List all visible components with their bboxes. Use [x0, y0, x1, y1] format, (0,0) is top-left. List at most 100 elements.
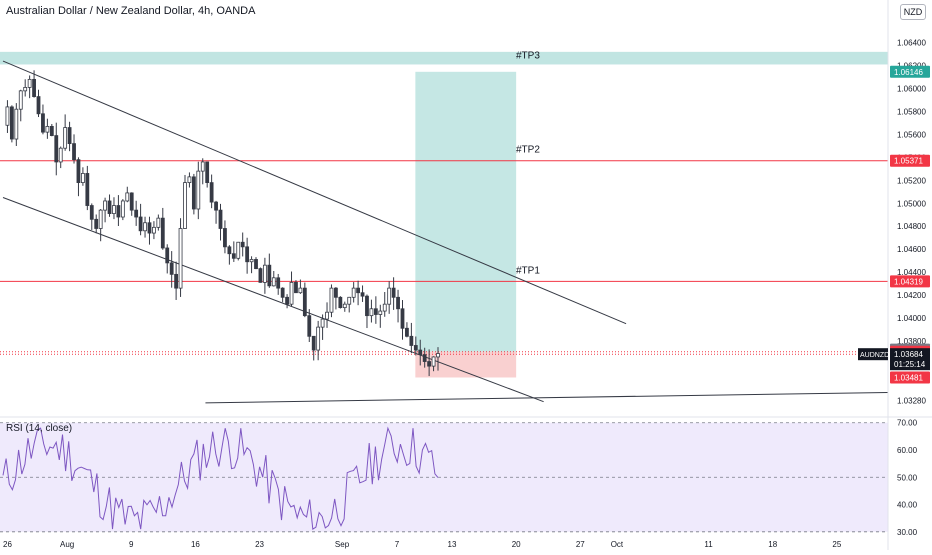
candle-body: [125, 192, 130, 202]
candle-body: [223, 228, 227, 248]
rsi-pane: [0, 416, 932, 533]
candle-body: [196, 170, 201, 210]
candle-body: [134, 209, 139, 218]
symbol-title: Australian Dollar / New Zealand Dollar, …: [6, 5, 256, 17]
candle-body: [334, 287, 338, 298]
candle-body: [405, 327, 409, 337]
candle-body: [382, 303, 387, 312]
time-tick-label: Oct: [611, 540, 624, 549]
candle-body: [267, 264, 272, 287]
candle-body: [431, 356, 436, 367]
time-tick-label: 20: [512, 540, 521, 549]
candle-body: [103, 200, 107, 211]
price-tick-label: 1.05200: [897, 176, 926, 185]
candle-body: [298, 287, 303, 294]
candle-body: [58, 147, 63, 163]
price-axis[interactable]: 1.064001.062001.060001.058001.056001.054…: [858, 0, 930, 550]
price-tick-label: 1.03280: [897, 397, 926, 406]
candle-body: [302, 287, 307, 317]
candle-body: [89, 205, 94, 220]
time-tick-label: 13: [448, 540, 457, 549]
candle-body: [214, 201, 218, 211]
candle-body: [258, 268, 263, 283]
tp3-band: [0, 51, 888, 65]
candle-body: [396, 296, 400, 310]
price-label-box: [890, 154, 930, 167]
candle-body: [18, 90, 23, 110]
time-tick-label: 27: [576, 540, 585, 549]
tp-label: #TP1: [516, 265, 540, 276]
candle-body: [320, 318, 325, 328]
time-tick-label: Sep: [335, 540, 350, 549]
symbol-badge: AUDNZD: [860, 352, 889, 359]
target-zone: [415, 71, 517, 352]
candle-body: [400, 308, 405, 329]
price-tick-label: 1.05800: [897, 107, 926, 116]
time-tick-label: 16: [191, 540, 200, 549]
candle-body: [174, 273, 179, 289]
candle-body: [5, 106, 10, 126]
candle-body: [316, 326, 321, 351]
channel-line: [2, 197, 544, 403]
candle-body: [205, 161, 210, 184]
candle-body: [285, 296, 289, 305]
price-tick-label: 1.06000: [897, 85, 926, 94]
time-tick-label: 25: [832, 540, 841, 549]
time-tick-label: 7: [395, 540, 400, 549]
candle-body: [76, 159, 81, 184]
candle-body: [36, 96, 41, 115]
candle-body: [138, 216, 143, 232]
price-tick-label: 1.06400: [897, 39, 926, 48]
candle-body: [311, 335, 316, 351]
candle-body: [160, 217, 165, 249]
candle-body: [27, 78, 32, 88]
candle-body: [378, 310, 383, 315]
candle-body: [422, 354, 427, 362]
candle-body: [218, 209, 223, 229]
candle-body: [240, 241, 245, 248]
candle-body: [418, 349, 423, 356]
rsi-tick-label: 30.00: [897, 528, 918, 537]
candle-body: [294, 281, 298, 294]
price-tick-label: 1.04800: [897, 222, 926, 231]
candle-body: [200, 161, 205, 172]
time-axis[interactable]: 26 Aug 9 16 23 Sep 7 13 20 27 Oct 11 18 25: [3, 540, 842, 549]
candle-body: [45, 126, 50, 133]
candle-body: [280, 287, 285, 298]
candle-body: [129, 192, 134, 211]
candle-body: [351, 287, 356, 298]
price-tick-label: 1.04600: [897, 245, 926, 254]
candle-body: [249, 259, 254, 263]
candle-body: [152, 226, 156, 234]
currency-badge[interactable]: NZD: [900, 4, 926, 20]
candle-body: [116, 205, 121, 218]
candle-body: [187, 176, 192, 184]
candle-body: [49, 126, 54, 136]
candle-body: [365, 295, 369, 317]
time-tick-label: 23: [255, 540, 264, 549]
countdown: 01:25:14: [894, 360, 926, 369]
price-label: 1.05371: [894, 157, 923, 166]
candle-body: [41, 113, 45, 133]
rsi-tick-label: 40.00: [897, 501, 918, 510]
channel-line: [2, 60, 627, 325]
candle-body: [276, 277, 281, 289]
position-zones: [0, 51, 888, 378]
candles: [5, 70, 440, 377]
last-price: 1.03684: [894, 350, 923, 359]
candle-body: [427, 361, 432, 367]
candle-body: [329, 287, 334, 313]
candle-body: [156, 217, 161, 228]
price-tick-label: 1.04000: [897, 314, 926, 323]
candle-body: [254, 259, 258, 270]
candle-body: [178, 228, 183, 289]
target-levels: #TP3 #TP2 #TP1: [0, 50, 888, 355]
rsi-tick-label: 70.00: [897, 419, 918, 428]
price-tick-label: 1.05000: [897, 199, 926, 208]
price-label-box: [890, 65, 930, 78]
candle-body: [436, 353, 440, 358]
candle-body: [209, 182, 214, 203]
candle-body: [14, 108, 19, 140]
